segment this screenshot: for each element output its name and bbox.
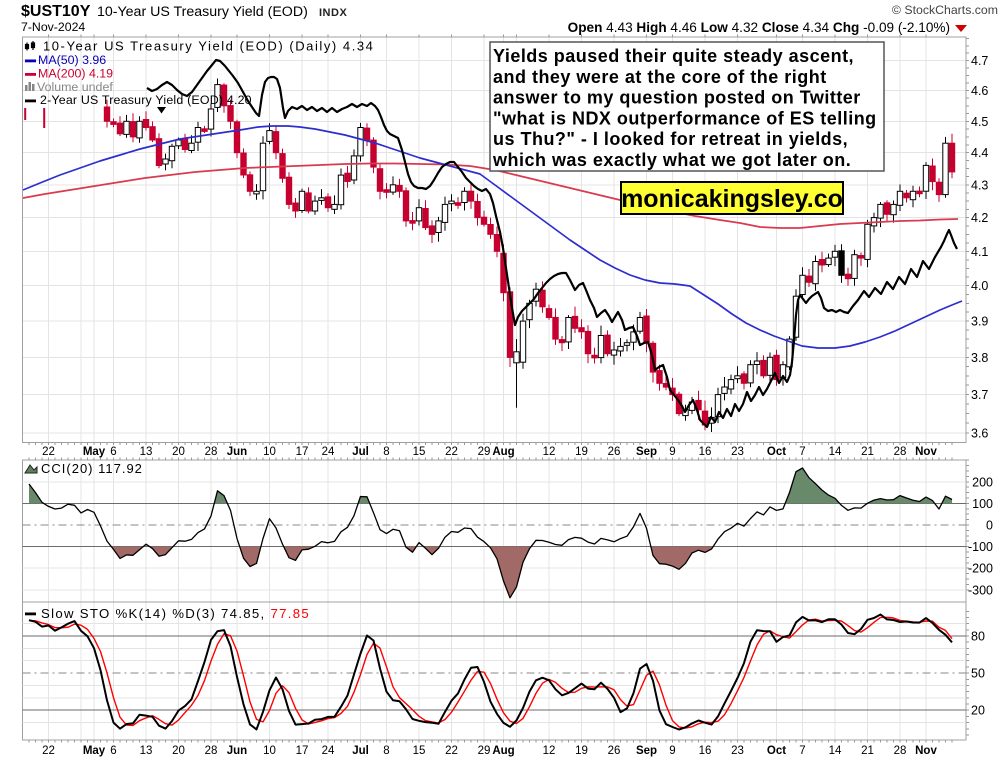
svg-text:-300: -300 [968, 583, 993, 597]
svg-text:26: 26 [608, 446, 621, 458]
svg-text:16: 16 [699, 446, 712, 458]
svg-text:200: 200 [972, 475, 993, 489]
svg-text:10-Year US Treasury Yield (EOD: 10-Year US Treasury Yield (EOD) [97, 4, 308, 20]
svg-text:May: May [83, 446, 106, 458]
svg-text:4.6: 4.6 [971, 84, 988, 98]
svg-text:22: 22 [445, 745, 458, 757]
svg-text:20: 20 [971, 704, 985, 718]
svg-text:4.0: 4.0 [971, 279, 988, 293]
svg-text:22: 22 [42, 446, 55, 458]
svg-text:Sep: Sep [636, 745, 657, 757]
svg-text:$UST10Y: $UST10Y [21, 3, 91, 20]
svg-text:19: 19 [575, 446, 588, 458]
svg-text:16: 16 [699, 745, 712, 757]
svg-text:13: 13 [140, 745, 153, 757]
svg-text:Yields paused their quite stea: Yields paused their quite steady ascent, [493, 46, 854, 66]
svg-text:us Thu?" - I looked for retrea: us Thu?" - I looked for retreat in yield… [493, 129, 848, 149]
svg-text:Jun: Jun [227, 446, 247, 458]
svg-text:12: 12 [543, 446, 556, 458]
svg-text:8: 8 [383, 446, 389, 458]
svg-text:Aug: Aug [492, 446, 514, 458]
svg-text:May: May [83, 745, 106, 757]
svg-text:Nov: Nov [915, 745, 937, 757]
svg-text:26: 26 [608, 745, 621, 757]
svg-text:4.5: 4.5 [971, 115, 988, 129]
svg-text:22: 22 [445, 446, 458, 458]
svg-text:"what is NDX outperformance of: "what is NDX outperformance of ES tellin… [493, 108, 877, 128]
svg-text:Jul: Jul [352, 745, 369, 757]
svg-text:20: 20 [172, 745, 185, 757]
svg-text:Jun: Jun [227, 745, 247, 757]
svg-text:MA(200) 4.19: MA(200) 4.19 [38, 67, 113, 81]
svg-text:10: 10 [263, 446, 276, 458]
svg-text:Volume undef: Volume undef [37, 80, 113, 94]
svg-text:Oct: Oct [767, 446, 786, 458]
svg-text:3.8: 3.8 [971, 351, 988, 365]
svg-text:monicakingsley.co: monicakingsley.co [621, 185, 843, 213]
svg-text:20: 20 [172, 446, 185, 458]
svg-text:Jul: Jul [352, 446, 369, 458]
svg-text:2-Year US Treasury Yield (EOD): 2-Year US Treasury Yield (EOD) 4.20 [40, 93, 252, 107]
svg-text:7: 7 [799, 446, 805, 458]
svg-text:4.2: 4.2 [971, 211, 988, 225]
svg-text:INDX: INDX [319, 7, 347, 19]
svg-text:Oct: Oct [767, 745, 786, 757]
svg-text:3.6: 3.6 [971, 426, 988, 440]
svg-text:4.3: 4.3 [971, 178, 988, 192]
svg-text:15: 15 [413, 446, 426, 458]
svg-text:answer to my question posted o: answer to my question posted on Twitter [493, 88, 861, 108]
svg-text:23: 23 [731, 446, 744, 458]
svg-text:80: 80 [971, 630, 985, 644]
svg-text:29: 29 [478, 745, 491, 757]
svg-text:17: 17 [296, 745, 309, 757]
svg-text:28: 28 [894, 446, 907, 458]
svg-text:12: 12 [543, 745, 556, 757]
svg-text:CCI(20) 117.92: CCI(20) 117.92 [41, 461, 143, 476]
svg-text:28: 28 [205, 446, 218, 458]
svg-text:10-Year US Treasury Yield (EOD: 10-Year US Treasury Yield (EOD) (Daily) … [43, 39, 374, 54]
svg-text:4.4: 4.4 [971, 146, 988, 160]
svg-text:14: 14 [829, 446, 842, 458]
svg-text:10: 10 [263, 745, 276, 757]
svg-text:28: 28 [205, 745, 218, 757]
svg-text:Open 4.43 High 4.46 Low 4.32 C: Open 4.43 High 4.46 Low 4.32 Close 4.34 … [568, 20, 950, 35]
svg-text:Sep: Sep [636, 446, 657, 458]
svg-text:21: 21 [861, 745, 874, 757]
svg-text:6: 6 [110, 745, 116, 757]
svg-text:17: 17 [296, 446, 309, 458]
svg-text:3.7: 3.7 [971, 388, 988, 402]
svg-text:4.1: 4.1 [971, 245, 988, 259]
svg-text:24: 24 [322, 745, 335, 757]
svg-text:22: 22 [42, 745, 55, 757]
svg-text:-100: -100 [968, 540, 993, 554]
svg-text:15: 15 [413, 745, 426, 757]
svg-text:Nov: Nov [915, 446, 937, 458]
svg-text:6: 6 [110, 446, 116, 458]
svg-text:9: 9 [669, 745, 675, 757]
svg-text:-200: -200 [968, 562, 993, 576]
svg-text:50: 50 [971, 667, 985, 681]
svg-text:14: 14 [829, 745, 842, 757]
svg-text:23: 23 [731, 745, 744, 757]
svg-text:which was exactly what we got: which was exactly what we got later on. [492, 150, 851, 170]
svg-text:© StockCharts.com: © StockCharts.com [892, 3, 998, 17]
svg-text:3.9: 3.9 [971, 315, 988, 329]
svg-text:9: 9 [669, 446, 675, 458]
svg-text:21: 21 [861, 446, 874, 458]
svg-text:Aug: Aug [492, 745, 514, 757]
svg-text:8: 8 [383, 745, 389, 757]
svg-text:0: 0 [986, 519, 993, 533]
svg-text:28: 28 [894, 745, 907, 757]
svg-text:MA(50) 3.96: MA(50) 3.96 [38, 53, 106, 67]
svg-text:100: 100 [972, 497, 993, 511]
svg-text:4.7: 4.7 [971, 54, 988, 68]
svg-text:7: 7 [799, 745, 805, 757]
svg-text:13: 13 [140, 446, 153, 458]
svg-text:Slow STO %K(14) %D(3) 74.85, 7: Slow STO %K(14) %D(3) 74.85, 77.85 [41, 606, 310, 621]
svg-text:29: 29 [478, 446, 491, 458]
svg-text:and they were at the core of t: and they were at the core of the right [493, 67, 827, 87]
svg-text:7-Nov-2024: 7-Nov-2024 [21, 20, 85, 34]
svg-text:24: 24 [322, 446, 335, 458]
svg-text:19: 19 [575, 745, 588, 757]
